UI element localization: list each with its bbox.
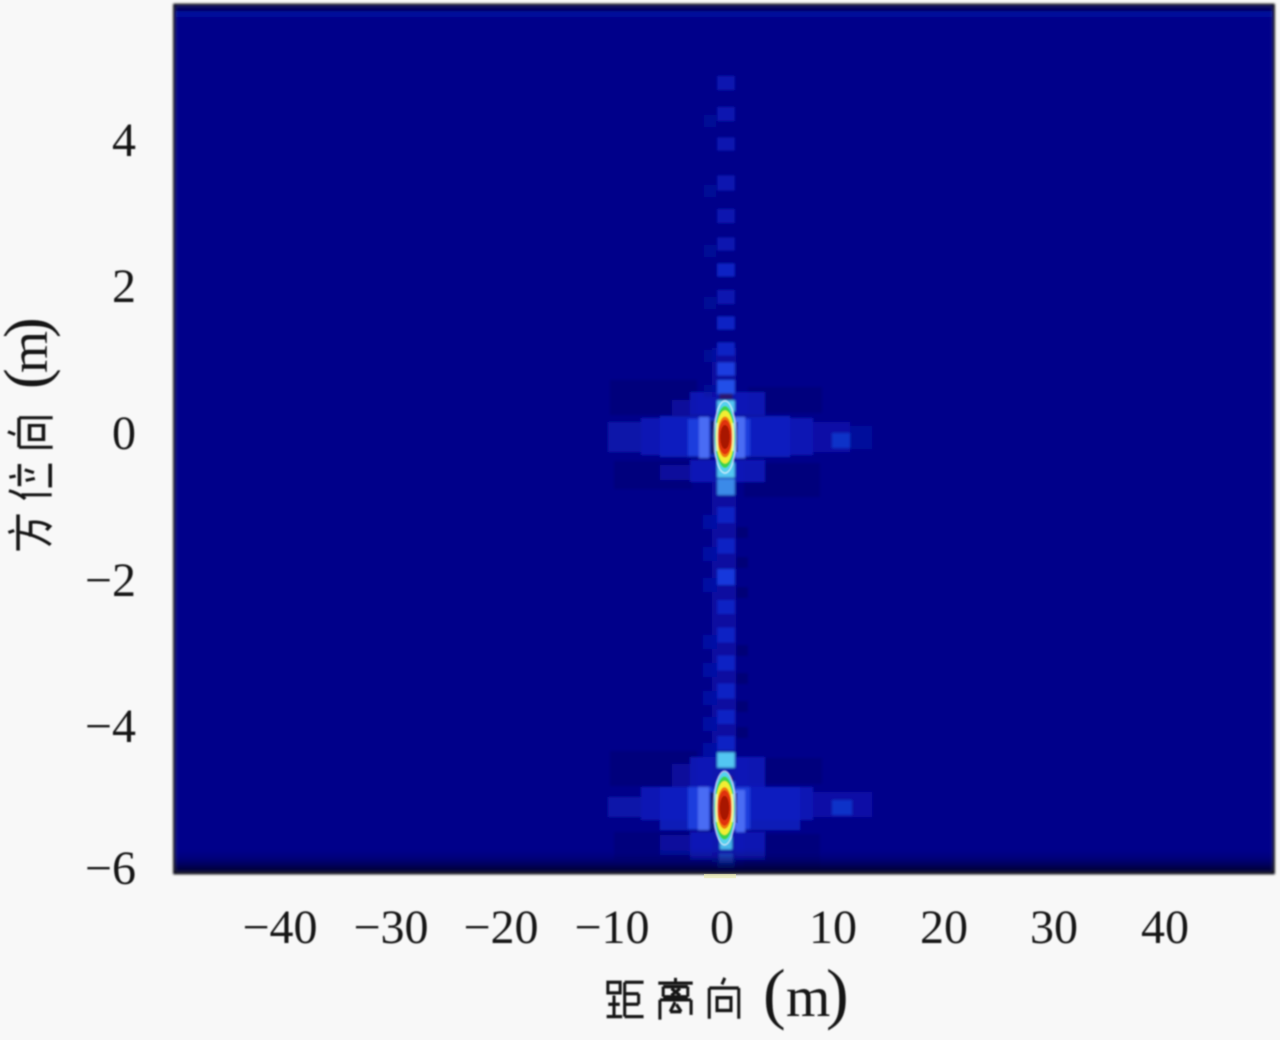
svg-text:m: m <box>0 331 59 373</box>
svg-text:): ) <box>826 955 849 1031</box>
svg-text:4: 4 <box>112 114 136 167</box>
svg-text:−20: −20 <box>463 901 538 954</box>
svg-text:0: 0 <box>710 901 734 954</box>
svg-text:−2: −2 <box>85 554 136 607</box>
svg-text:−10: −10 <box>574 901 649 954</box>
svg-text:−40: −40 <box>242 901 317 954</box>
svg-text:): ) <box>0 317 61 338</box>
svg-text:2: 2 <box>112 260 136 313</box>
svg-text:−6: −6 <box>85 842 136 895</box>
svg-text:30: 30 <box>1030 901 1078 954</box>
svg-text:(: ( <box>763 955 786 1031</box>
svg-text:20: 20 <box>920 901 968 954</box>
svg-text:−30: −30 <box>353 901 428 954</box>
svg-text:10: 10 <box>809 901 857 954</box>
svg-text:m: m <box>786 966 830 1029</box>
svg-text:40: 40 <box>1141 901 1189 954</box>
svg-text:−4: −4 <box>85 700 136 753</box>
svg-text:(: ( <box>0 368 61 389</box>
svg-text:0: 0 <box>112 407 136 460</box>
